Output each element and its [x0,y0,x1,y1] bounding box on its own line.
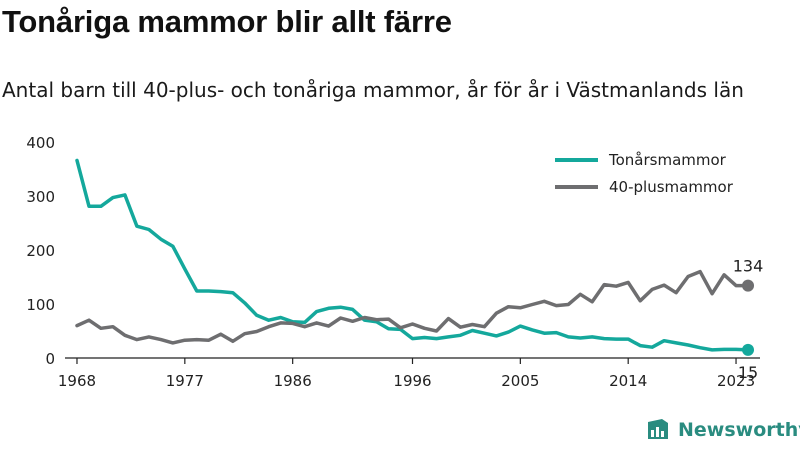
page-title: Tonåriga mammor blir allt färre [2,4,452,39]
legend-label: Tonårsmammor [608,151,727,169]
series-line-tonarsmammor [75,158,750,352]
x-tick-label: 1996 [393,372,431,390]
end-label-40-plusmammor: 134 [733,257,764,276]
x-tick-label: 1986 [274,372,312,390]
page-subtitle: Antal barn till 40-plus- och tonåriga ma… [2,78,744,102]
x-tick-label: 1977 [166,372,204,390]
brand-name: Newsworthy [678,419,800,441]
x-tick-label: 2014 [609,372,647,390]
y-tick-label: 300 [26,188,55,206]
y-tick-label: 0 [45,350,55,368]
series-end-point [742,343,755,356]
legend-background [548,145,766,209]
series-lines [75,158,755,356]
series-end-point [742,279,755,292]
newsworthy-logo-icon [648,419,668,439]
brand-logo: Newsworthy [646,418,800,442]
x-tick-label: 2005 [501,372,539,390]
end-label-tonarsmammor: 15 [738,363,758,382]
legend-label: 40-plusmammor [609,178,734,196]
y-axis-tick-labels: 0 100 200 300 400 [26,134,55,368]
legend: Tonårsmammor 40-plusmammor [548,145,766,209]
y-tick-label: 400 [26,134,55,152]
x-tick-label: 1968 [58,372,96,390]
end-labels: 15 134 [733,257,764,382]
series-line-40-plusmammor [75,269,750,345]
y-tick-label: 100 [26,296,55,314]
x-axis: 1968 1977 1986 1996 2005 2014 2023 [58,357,760,390]
x-tick-label: 2023 [717,372,755,390]
y-tick-label: 200 [26,242,55,260]
